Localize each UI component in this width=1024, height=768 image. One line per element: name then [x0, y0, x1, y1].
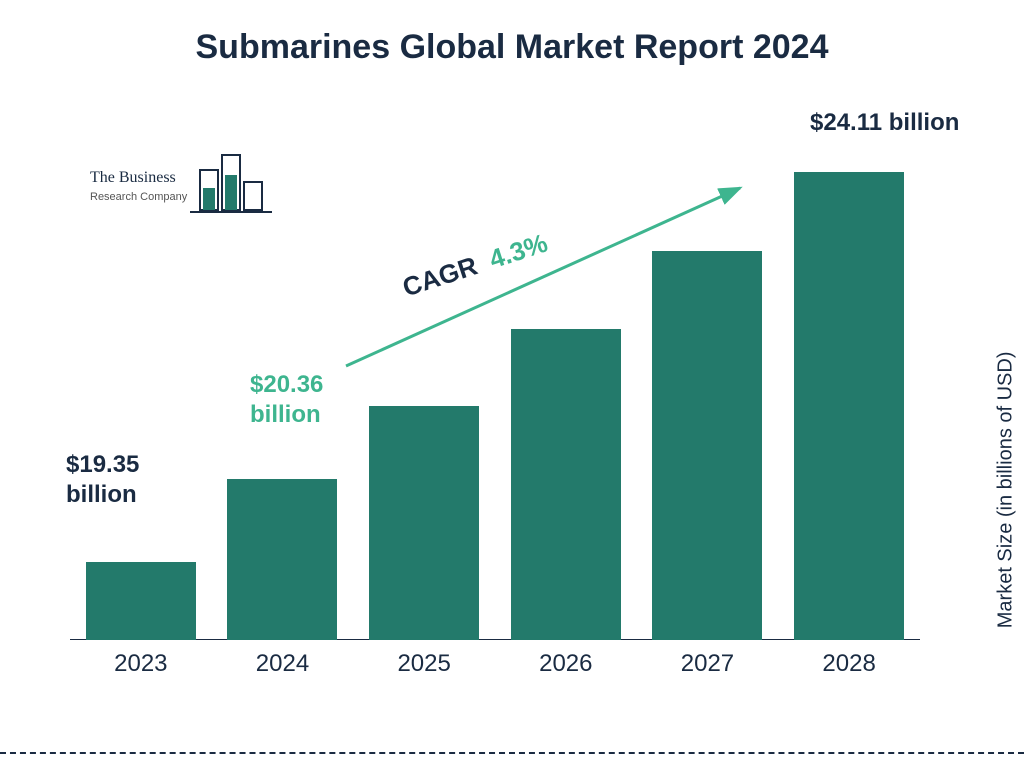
cagr-arrow	[0, 0, 1024, 768]
company-logo: The Business Research Company	[90, 150, 280, 230]
footer-dashed-line	[0, 752, 1024, 754]
logo-line1: The Business	[90, 169, 176, 186]
logo-bars-icon	[190, 150, 280, 220]
logo-line2: Research Company	[90, 191, 187, 203]
logo-text: The Business Research Company	[90, 168, 187, 204]
